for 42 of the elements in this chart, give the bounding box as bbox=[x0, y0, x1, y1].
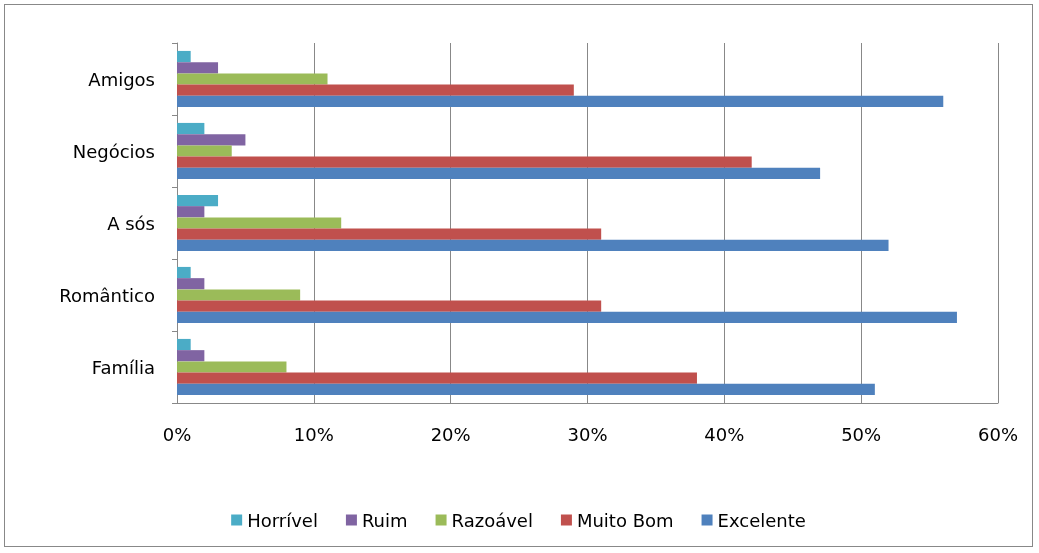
bar bbox=[177, 62, 219, 74]
x-tick-label: 0% bbox=[162, 423, 192, 445]
bar bbox=[177, 134, 246, 146]
y-tick-label: Família bbox=[91, 356, 155, 378]
legend-label: Muito Bom bbox=[576, 509, 674, 531]
bar bbox=[177, 167, 821, 180]
x-tick-label: 60% bbox=[977, 423, 1019, 445]
bar bbox=[177, 278, 205, 290]
legend-label: Excelente bbox=[717, 509, 806, 531]
x-tick-label: 50% bbox=[841, 423, 882, 445]
y-tick-label: A sós bbox=[107, 212, 155, 234]
bar bbox=[177, 206, 205, 218]
bar bbox=[177, 217, 342, 229]
bar bbox=[177, 228, 602, 240]
bar bbox=[177, 145, 232, 157]
bar bbox=[177, 289, 301, 301]
y-tick-label: Negócios bbox=[72, 140, 155, 162]
bar bbox=[177, 95, 944, 108]
bar bbox=[177, 338, 191, 351]
x-tick-label: 40% bbox=[704, 423, 745, 445]
y-tick-label: Amigos bbox=[88, 68, 155, 90]
bar bbox=[177, 372, 697, 384]
bar bbox=[177, 73, 328, 85]
bar bbox=[177, 300, 602, 312]
bar bbox=[177, 156, 752, 168]
bar bbox=[177, 84, 574, 96]
bar bbox=[177, 239, 889, 252]
legend-label: Razoável bbox=[451, 509, 533, 531]
x-tick-label: 20% bbox=[430, 423, 471, 445]
x-tick-label: 10% bbox=[293, 423, 334, 445]
bar bbox=[177, 361, 287, 373]
bar bbox=[177, 122, 205, 135]
bar bbox=[177, 383, 875, 396]
legend-label: Horrível bbox=[247, 509, 318, 531]
bar bbox=[177, 266, 191, 279]
legend-label: Ruim bbox=[361, 509, 408, 531]
bar bbox=[177, 350, 205, 362]
bar bbox=[177, 50, 191, 63]
bar bbox=[177, 311, 957, 324]
y-tick-label: Romântico bbox=[59, 284, 155, 306]
bar bbox=[177, 194, 219, 207]
x-tick-label: 30% bbox=[567, 423, 608, 445]
